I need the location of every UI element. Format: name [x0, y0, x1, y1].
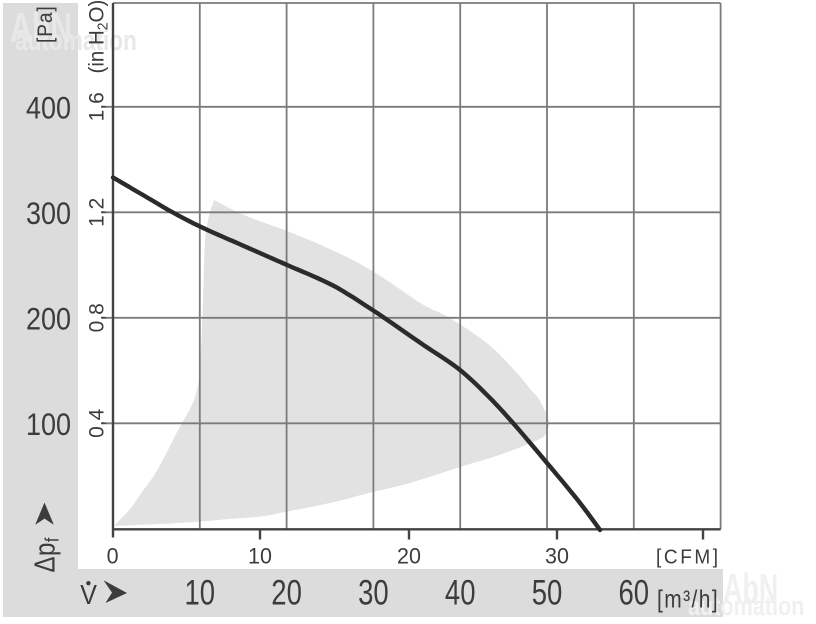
svg-text:20: 20 [271, 572, 302, 612]
svg-text:0,4: 0,4 [86, 408, 109, 438]
svg-text:1,6: 1,6 [86, 92, 109, 121]
svg-text:V: V [80, 579, 97, 611]
svg-text:50: 50 [532, 572, 563, 612]
svg-text:200: 200 [26, 303, 71, 337]
svg-text:0: 0 [107, 543, 119, 568]
svg-text:1,2: 1,2 [86, 198, 109, 227]
svg-text:10: 10 [185, 572, 216, 612]
svg-text:400: 400 [26, 92, 71, 126]
svg-text:0,8: 0,8 [86, 303, 109, 332]
svg-text:automation: automation [15, 23, 137, 56]
svg-text:[m³/h]: [m³/h] [657, 585, 719, 613]
svg-text:60: 60 [619, 572, 650, 612]
svg-text:300: 300 [26, 197, 71, 231]
svg-text:40: 40 [445, 572, 476, 612]
svg-text:100: 100 [26, 408, 71, 442]
svg-text:Δpf: Δpf [28, 537, 62, 572]
svg-text:automation: automation [688, 592, 804, 622]
svg-text:30: 30 [545, 543, 569, 568]
svg-text:20: 20 [397, 543, 421, 568]
svg-text:AbN: AbN [10, 4, 72, 51]
svg-text:30: 30 [358, 572, 389, 612]
svg-text:(in H2O): (in H2O) [85, 0, 112, 74]
svg-text:AbN: AbN [723, 566, 778, 612]
svg-text:[Pa]: [Pa] [34, 5, 57, 43]
svg-text:[CFM]: [CFM] [656, 546, 721, 569]
svg-text:10: 10 [248, 543, 272, 568]
